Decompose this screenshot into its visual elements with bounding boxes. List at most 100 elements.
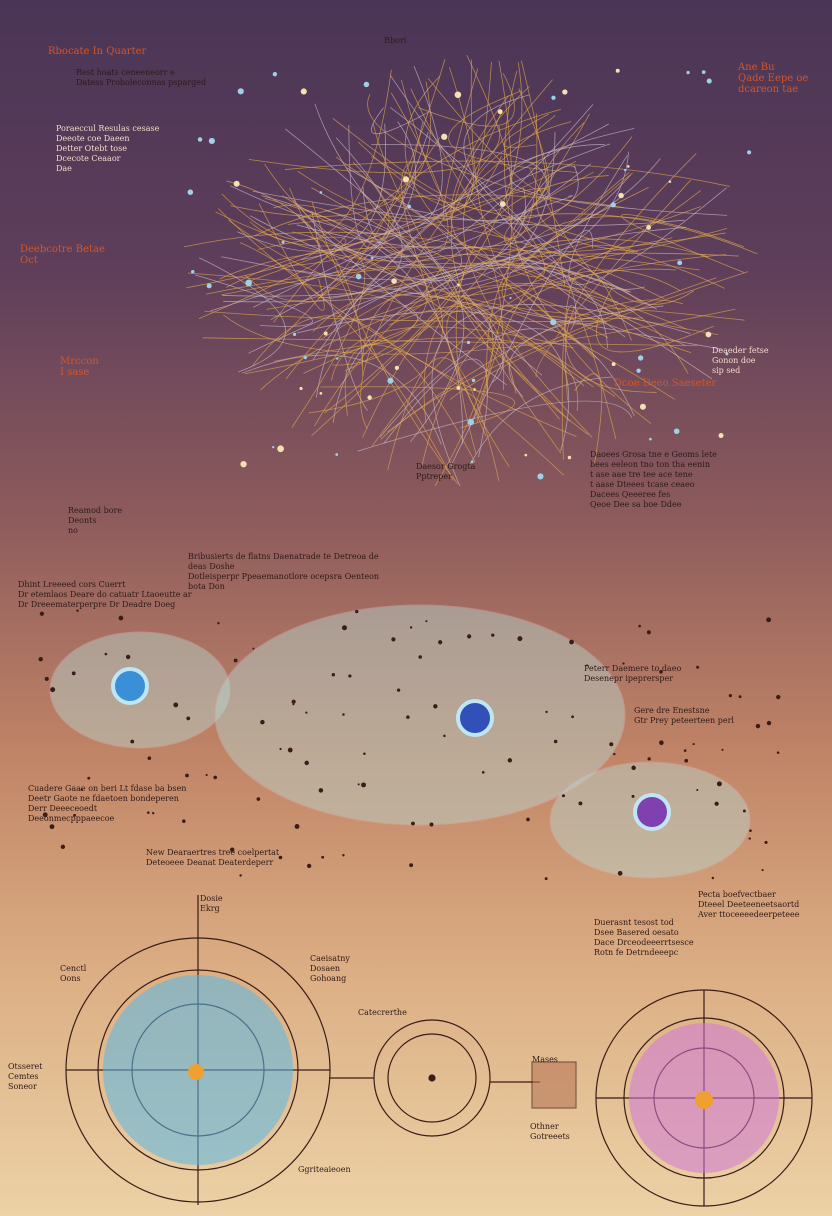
web-strand (520, 60, 566, 287)
particle (363, 752, 366, 756)
web-node (646, 224, 652, 230)
web-strand (596, 286, 714, 353)
annotation: Mrccon I sase (60, 356, 99, 378)
web-strand (248, 125, 501, 174)
particle (507, 758, 513, 763)
particle (631, 794, 635, 798)
web-node (187, 189, 194, 195)
particle (147, 811, 150, 814)
web-node (673, 428, 680, 435)
particle (205, 773, 208, 777)
web-strand (410, 88, 538, 240)
particle (306, 863, 312, 869)
annotation: Daesor Grogta Pptreper (416, 462, 476, 481)
sphere (111, 667, 149, 705)
web-node (391, 278, 397, 284)
particle (287, 747, 293, 753)
web-node (272, 71, 278, 77)
particle (294, 824, 300, 829)
particle (617, 870, 623, 876)
web-node (499, 201, 506, 207)
particle (638, 624, 641, 628)
particle (104, 652, 108, 656)
web-strand (343, 174, 632, 268)
particle (728, 694, 732, 698)
particle (696, 788, 699, 792)
sphere (633, 793, 671, 831)
particle (185, 773, 189, 778)
web-node (637, 355, 644, 361)
web-strand (574, 373, 603, 466)
particle (742, 809, 746, 813)
particle (342, 854, 345, 857)
particle (711, 876, 715, 880)
annotation: Dhint Lreeeed cors Cuerrt Dr etemlaos De… (18, 580, 192, 609)
web-node (706, 78, 712, 84)
halo (214, 604, 626, 826)
annotation: Peterr Daemere to daeo Desenepr ipeprers… (584, 664, 682, 683)
web-node (233, 180, 240, 187)
web-node (677, 260, 683, 266)
particle (361, 782, 366, 788)
web-node (367, 395, 372, 400)
web-strand (194, 274, 313, 327)
web-strand (389, 203, 685, 227)
particle (173, 702, 179, 708)
web-node (402, 176, 410, 183)
particle (38, 657, 43, 662)
web-strand (599, 307, 745, 336)
web-strand (389, 305, 494, 428)
web-node (725, 352, 729, 356)
web-node (394, 365, 399, 370)
web-strand (312, 252, 739, 332)
web-strand (314, 103, 543, 376)
web-node (300, 88, 307, 95)
web-strand (332, 54, 512, 212)
particle (278, 855, 283, 860)
particle (252, 647, 255, 650)
annotation: Cenctl Oons (60, 964, 87, 983)
web-strand (358, 67, 474, 208)
web-strand (296, 167, 462, 281)
particle (60, 844, 66, 850)
web-strand (504, 171, 726, 253)
web-node (718, 433, 724, 439)
web-strand (357, 400, 633, 452)
web-strand (390, 75, 645, 290)
particle (409, 626, 413, 629)
particle (526, 817, 530, 822)
web-node (237, 88, 244, 95)
web-strand (239, 242, 454, 481)
web-strand (320, 386, 515, 429)
web-strand (486, 216, 745, 395)
web-strand (273, 204, 560, 420)
web-node (610, 202, 616, 208)
particle (186, 716, 191, 721)
particle (586, 664, 589, 667)
web-strand (226, 249, 366, 428)
annotation: Rest hoats ceneeneorr e Datess Proboleco… (76, 68, 207, 87)
particle (425, 620, 428, 623)
particle (279, 747, 282, 751)
web-strand (372, 122, 562, 454)
particle (738, 695, 742, 699)
web-strand (535, 179, 692, 378)
particle (39, 611, 45, 616)
web-node (456, 386, 461, 390)
web-node (336, 357, 339, 360)
particle (748, 837, 751, 840)
particle (443, 734, 446, 738)
web-strand (362, 104, 594, 257)
particle (291, 699, 296, 704)
web-node (190, 270, 195, 274)
network-web (183, 54, 758, 487)
particle (331, 673, 336, 677)
web-node (303, 356, 307, 360)
web-strand (565, 153, 697, 393)
web-strand (427, 78, 549, 192)
particle (647, 757, 651, 761)
particle (755, 723, 761, 729)
particle (569, 639, 574, 645)
particle (411, 821, 415, 826)
particle (305, 711, 308, 714)
